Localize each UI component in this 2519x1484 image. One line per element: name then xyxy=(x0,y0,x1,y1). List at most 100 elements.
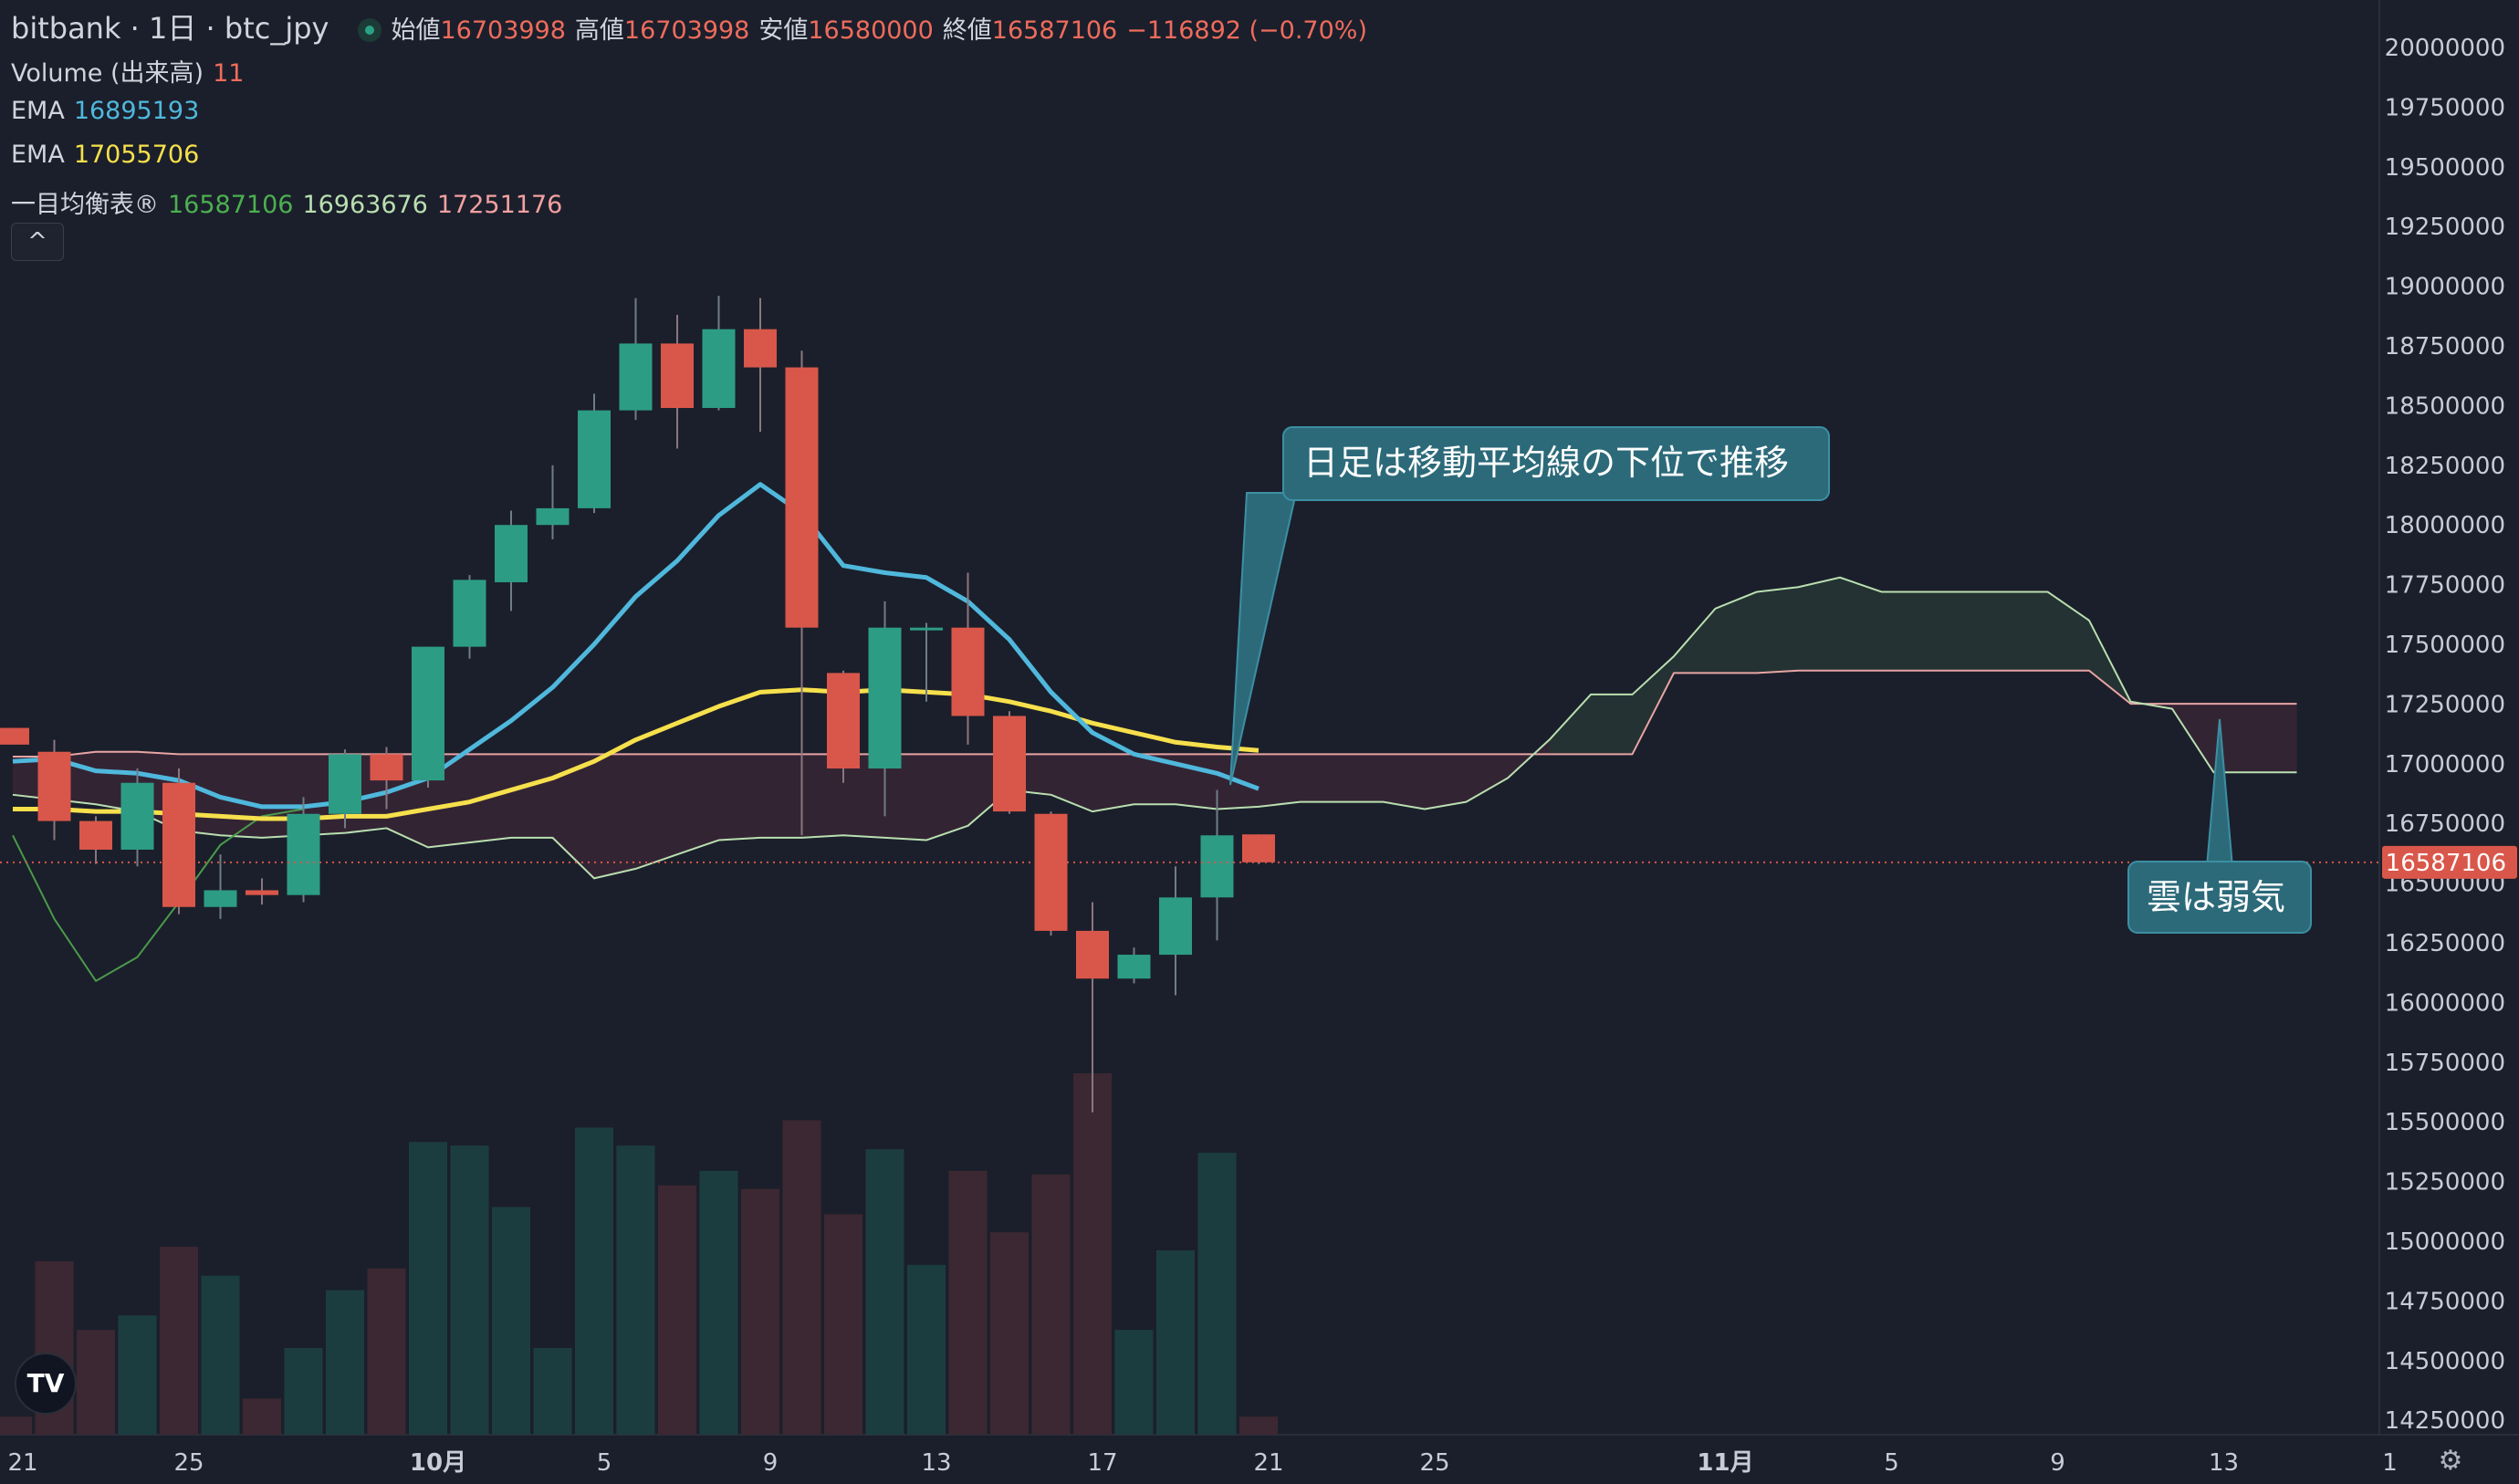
candle-body xyxy=(910,627,943,631)
time-tick-label: 17 xyxy=(1087,1449,1117,1477)
price-axis[interactable]: 20000000 19750000 19500000 19250000 19000000… xyxy=(2385,35,2505,1435)
candle xyxy=(951,572,985,745)
legend-ema1-row[interactable]: EMA 16895193 xyxy=(11,97,208,125)
cloud-segment xyxy=(1923,591,1965,671)
price-tick-label: 19250000 xyxy=(2385,214,2505,241)
candle xyxy=(0,727,29,745)
volume-bar xyxy=(1073,1073,1112,1435)
candle xyxy=(412,646,444,788)
candle xyxy=(1076,902,1109,1113)
candle-body xyxy=(246,890,278,895)
legend-volume-row[interactable]: Volume (出来高) 11 xyxy=(11,53,253,89)
ema-slow-line xyxy=(13,687,1260,821)
collapse-legend-button[interactable]: ^ xyxy=(11,223,64,261)
time-tick-label: 9 xyxy=(763,1449,779,1477)
candle-body xyxy=(204,890,237,907)
cloud-segment xyxy=(1342,754,1384,802)
cloud-segment xyxy=(1050,754,1092,812)
price-tick-label: 17750000 xyxy=(2385,572,2505,600)
volume-bar xyxy=(575,1127,613,1435)
candle-body xyxy=(453,580,486,647)
time-tick-label: 5 xyxy=(597,1449,612,1477)
cloud-segment xyxy=(594,754,636,879)
cloud-segment xyxy=(884,754,926,841)
price-tick-label: 17250000 xyxy=(2385,691,2505,718)
candle-body xyxy=(578,410,611,508)
ichimoku-value-3: 17251176 xyxy=(436,191,563,219)
current-price-label: 16587106 xyxy=(2386,850,2506,877)
price-tick-label: 18500000 xyxy=(2385,392,2505,420)
price-tick-label: 18750000 xyxy=(2385,333,2505,361)
volume-bar xyxy=(326,1290,364,1435)
candle xyxy=(287,797,320,903)
candle xyxy=(329,749,361,829)
ema2-value: 17055706 xyxy=(73,141,200,169)
volume-bar xyxy=(865,1149,904,1435)
cloud-segment xyxy=(2006,591,2048,671)
volume-bar xyxy=(1239,1416,1278,1435)
volume-bar xyxy=(492,1207,530,1435)
price-tick-label: 18000000 xyxy=(2385,512,2505,539)
cloud-segment xyxy=(635,754,677,869)
legend-ema2-row[interactable]: EMA 17055706 xyxy=(11,141,208,169)
candle xyxy=(246,878,278,905)
volume-label: Volume (出来高) xyxy=(11,59,204,88)
cloud-segment xyxy=(843,754,885,838)
cloud-segment xyxy=(760,754,802,838)
candle xyxy=(619,298,653,421)
legend-ichimoku-row[interactable]: 一目均衡表® 16587106 16963676 17251176 xyxy=(11,184,571,220)
candle-body xyxy=(162,782,195,907)
chevron-up-icon: ^ xyxy=(27,228,47,256)
candle-body xyxy=(495,525,528,582)
time-tick-label: 5 xyxy=(1884,1449,1899,1477)
price-tick-label: 19500000 xyxy=(2385,154,2505,182)
time-tick-label: 9 xyxy=(2050,1449,2065,1477)
ema-fast-line xyxy=(12,482,1260,810)
cloud-segment xyxy=(1383,754,1425,810)
candle-body xyxy=(702,329,736,409)
tradingview-logo-icon[interactable]: TV xyxy=(15,1353,77,1415)
volume-bar xyxy=(367,1268,406,1435)
legend-symbol-row: bitbank · 1日 · btc_jpy 始値16703998 高値167039… xyxy=(11,5,1376,47)
ichimoku-value-1: 16587106 xyxy=(168,191,294,219)
candle-body xyxy=(536,507,570,526)
cloud-segment xyxy=(926,754,968,841)
candle xyxy=(578,393,611,514)
volume-bar xyxy=(990,1232,1029,1435)
candle-body xyxy=(993,716,1026,812)
price-tick-label: 17000000 xyxy=(2385,751,2505,779)
candle-body xyxy=(744,329,777,368)
candle-body xyxy=(412,646,444,781)
candle xyxy=(37,739,71,841)
cloud-segment xyxy=(511,754,553,838)
candle xyxy=(204,854,237,919)
cloud-segment xyxy=(677,754,719,855)
cloud-segment xyxy=(1466,754,1508,802)
candle-body xyxy=(1159,897,1192,956)
candle xyxy=(1200,789,1234,941)
ichimoku-span-a-line xyxy=(12,576,2297,880)
candle-body xyxy=(37,751,71,821)
candle xyxy=(495,510,528,611)
cloud-segment xyxy=(1092,754,1134,812)
candle xyxy=(702,296,736,411)
candle-body xyxy=(329,754,361,814)
time-tick-label: 21 xyxy=(1253,1449,1283,1477)
cloud-segment xyxy=(1757,587,1799,674)
candle xyxy=(1117,947,1151,984)
ema1-value: 16895193 xyxy=(73,97,200,125)
time-tick-label: 1 xyxy=(2382,1449,2398,1477)
market-status-icon xyxy=(358,17,382,42)
candle-body xyxy=(785,367,819,628)
cloud-segment xyxy=(1549,694,1591,755)
time-axis[interactable]: 21 25 10月 5 9 13 17 21 25 11月 5 9 13 1 xyxy=(7,1449,2397,1477)
price-tick-label: 15500000 xyxy=(2385,1109,2505,1136)
volume-bars xyxy=(0,1073,1278,1435)
time-tick-label: 25 xyxy=(1419,1449,1449,1477)
callout-moving-average-text: 日足は移動平均線の下位で推移 xyxy=(1303,443,1789,483)
symbol-title[interactable]: bitbank · 1日 · btc_jpy xyxy=(11,11,329,46)
candle xyxy=(370,747,403,810)
gear-icon[interactable]: ⚙ xyxy=(2438,1445,2463,1477)
